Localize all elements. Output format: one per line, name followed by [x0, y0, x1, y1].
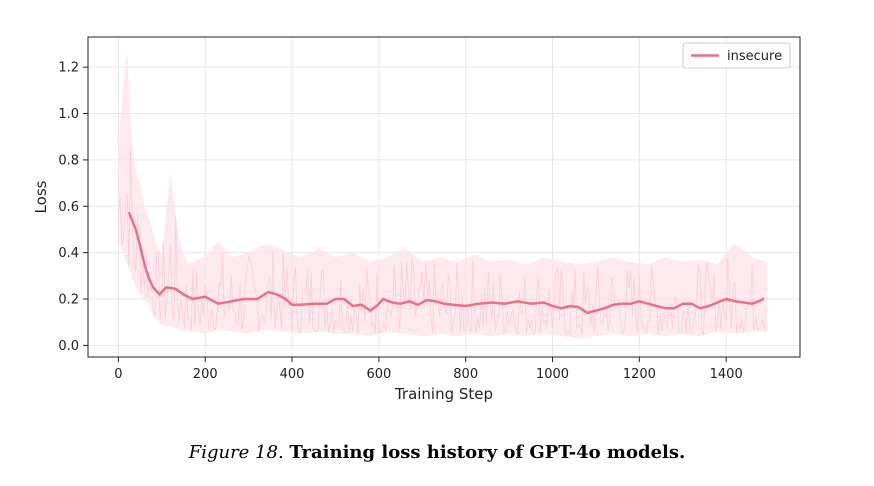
x-tick-label: 800 [453, 367, 478, 382]
raw-loss-band [118, 50, 768, 339]
loss-chart: 0 200 400 600 800 1000 1200 1400 0.00.20.40.60.… [32, 36, 801, 403]
y-tick-label: 1.0 [58, 107, 79, 122]
y-tick-label: 0.6 [58, 200, 79, 215]
legend-label-insecure: insecure [727, 49, 782, 64]
smoothed-loss-path [127, 211, 765, 315]
x-tick-label: 200 [193, 367, 218, 382]
x-tick-label: 0 [114, 367, 122, 382]
x-tick-label: 1400 [710, 367, 743, 382]
y-tick-label: 0.0 [58, 339, 79, 354]
x-tick-label: 600 [366, 367, 391, 382]
y-tick-label: 0.8 [58, 153, 79, 168]
x-axis-label: Training Step [394, 385, 493, 403]
y-axis-label: Loss [32, 180, 50, 213]
figure-number: Figure 18. [188, 442, 284, 463]
figure-caption: Figure 18. Training loss history of GPT-… [0, 442, 874, 463]
x-tick-label: 1200 [623, 367, 656, 382]
x-tick-label: 400 [280, 367, 305, 382]
smoothed-loss-line [127, 211, 765, 315]
y-tick-label: 0.2 [58, 293, 79, 308]
x-tick-label: 1000 [536, 367, 569, 382]
legend: insecure [682, 42, 791, 69]
figure-caption-text: Training loss history of GPT-4o models. [289, 442, 686, 463]
raw-loss-trace [118, 148, 767, 337]
y-tick-label: 0.4 [58, 246, 79, 261]
raw-loss-area [118, 50, 768, 339]
y-ticks: 0.0 0.2 0.4 0.6 0.8 1.0 1.2 [58, 61, 88, 354]
x-ticks: 0 200 400 600 800 1000 1200 1400 [114, 357, 743, 382]
legend-box [682, 42, 791, 69]
y-tick-label: 1.2 [58, 61, 79, 76]
plot-frame [87, 36, 801, 358]
